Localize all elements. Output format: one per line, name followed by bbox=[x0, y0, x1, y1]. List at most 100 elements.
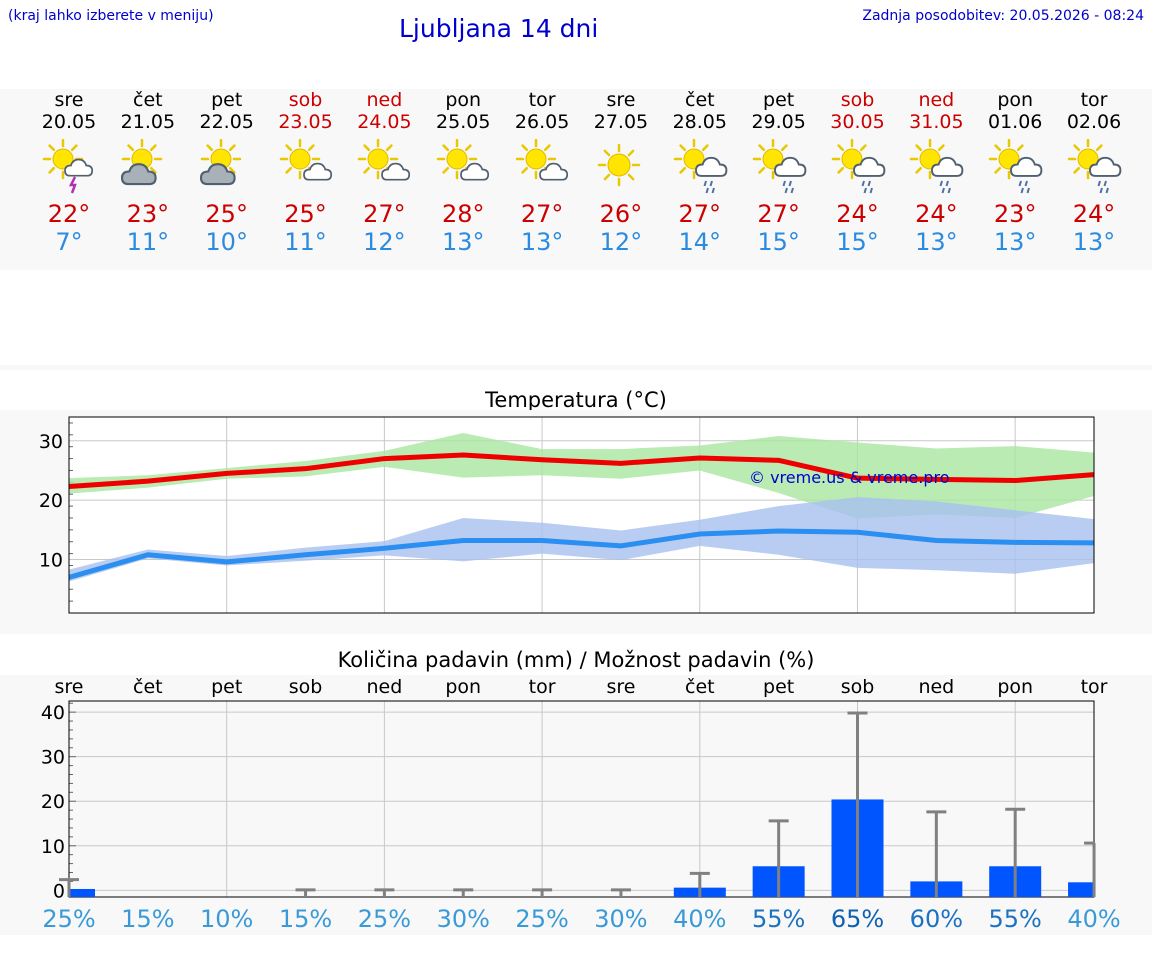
sun-cloud-icon bbox=[199, 139, 241, 186]
y-tick-label: 10 bbox=[39, 550, 63, 572]
min-temp: 15° bbox=[836, 228, 879, 256]
watermark: © vreme.us & vreme.pro bbox=[749, 468, 950, 487]
max-temp: 23° bbox=[993, 200, 1037, 228]
precipitation-bar bbox=[1068, 882, 1094, 897]
probability-label: 25% bbox=[358, 905, 411, 933]
day-date: 01.06 bbox=[987, 111, 1043, 133]
x-tick-label: sob bbox=[289, 676, 323, 698]
probability-label: 40% bbox=[1067, 905, 1120, 933]
x-tick-label: sre bbox=[55, 676, 84, 698]
day-date: 27.05 bbox=[593, 111, 649, 133]
max-temp: 25° bbox=[205, 200, 248, 228]
series-line bbox=[68, 452, 1095, 489]
temperature-chart: 10 20 30 © vreme.us & vreme.pro bbox=[39, 416, 1095, 614]
forecast-day: sob 30.05 24° 15° bbox=[818, 89, 898, 256]
separator-band bbox=[0, 365, 1152, 370]
probability-label: 55% bbox=[752, 905, 805, 933]
day-name: tor bbox=[528, 89, 556, 111]
day-name: sre bbox=[606, 89, 636, 111]
sun-cloud-icon bbox=[120, 139, 163, 186]
max-temp: 25° bbox=[284, 200, 327, 228]
forecast-day: sob 23.05 25° 11° bbox=[266, 89, 346, 256]
day-date: 02.06 bbox=[1066, 111, 1122, 133]
forecast-day: čet 28.05 27° 14° bbox=[660, 89, 740, 256]
forecast-day: pon 25.05 28° 13° bbox=[423, 89, 503, 256]
forecast-day: tor 26.05 27° 13° bbox=[502, 89, 582, 256]
forecast-day: pet 29.05 27° 15° bbox=[739, 89, 819, 256]
series-line bbox=[68, 528, 1095, 580]
min-temp: 11° bbox=[284, 228, 327, 256]
sun-cloud-rain-icon bbox=[752, 139, 806, 194]
max-temp: 23° bbox=[126, 200, 170, 228]
day-date: 21.05 bbox=[120, 111, 176, 133]
probability-label: 25% bbox=[515, 905, 568, 933]
max-temp: 27° bbox=[678, 200, 722, 228]
sun-cloud-rain-icon bbox=[910, 139, 964, 194]
x-tick-label: sob bbox=[841, 676, 875, 698]
x-tick-label: pet bbox=[211, 676, 242, 698]
day-name: pet bbox=[763, 89, 795, 111]
day-date: 22.05 bbox=[199, 111, 254, 133]
max-temp: 27° bbox=[363, 200, 406, 228]
max-temp: 27° bbox=[520, 200, 564, 228]
y-tick-label: 30 bbox=[41, 747, 65, 769]
min-temp: 15° bbox=[757, 228, 800, 256]
y-tick-label: 20 bbox=[41, 791, 65, 813]
plot-frame bbox=[68, 700, 1095, 898]
forecast-day: sre 27.05 26° 12° bbox=[581, 89, 661, 256]
series-range-band bbox=[69, 433, 1094, 519]
precipitation-chart-title: Količina padavin (mm) / Možnost padavin … bbox=[337, 648, 815, 672]
forecast-day: ned 24.05 27° 12° bbox=[344, 89, 424, 256]
temperature-chart-title: Temperatura (°C) bbox=[485, 388, 667, 412]
min-temp: 10° bbox=[205, 228, 248, 256]
max-temp: 27° bbox=[757, 200, 800, 228]
max-temp: 24° bbox=[836, 200, 879, 228]
min-temp: 14° bbox=[678, 228, 722, 256]
min-temp: 11° bbox=[126, 228, 170, 256]
probability-label: 65% bbox=[831, 905, 884, 933]
last-updated: Zadnja posodobitev: 20.05.2026 - 08:24 bbox=[862, 8, 1144, 24]
x-tick-label: tor bbox=[1081, 676, 1108, 698]
day-name: pon bbox=[997, 89, 1034, 111]
day-date: 25.05 bbox=[436, 111, 491, 133]
probability-label: 15% bbox=[279, 905, 332, 933]
precipitation-bar bbox=[70, 888, 95, 897]
max-temp: 22° bbox=[47, 200, 91, 228]
y-tick-label: 0 bbox=[53, 880, 65, 902]
sun-small-cloud-icon bbox=[279, 139, 332, 181]
forecast-day: sre 20.05 22° 7° bbox=[29, 89, 109, 256]
x-tick-label: sre bbox=[606, 676, 635, 698]
day-name: sob bbox=[840, 89, 875, 111]
day-date: 31.05 bbox=[909, 111, 964, 133]
forecast-band bbox=[0, 89, 1152, 270]
min-temp: 13° bbox=[915, 228, 958, 256]
day-name: čet bbox=[133, 89, 163, 111]
day-name: tor bbox=[1080, 89, 1108, 111]
sun-cloud-rain-icon bbox=[673, 139, 728, 194]
series-range-band bbox=[69, 497, 1094, 582]
sun-cloud-rain-icon bbox=[831, 139, 885, 194]
x-tick-label: pon bbox=[445, 676, 481, 698]
min-temp: 13° bbox=[520, 228, 564, 256]
day-name: pon bbox=[445, 89, 482, 111]
probability-label: 10% bbox=[200, 905, 253, 933]
probability-label: 60% bbox=[910, 905, 963, 933]
x-tick-label: čet bbox=[685, 676, 715, 698]
x-tick-label: pon bbox=[997, 676, 1033, 698]
day-name: ned bbox=[366, 89, 403, 111]
forecast-day: čet 21.05 23° 11° bbox=[108, 89, 188, 256]
max-temp: 24° bbox=[915, 200, 958, 228]
x-tick-label: čet bbox=[133, 676, 163, 698]
sun-icon bbox=[597, 143, 641, 187]
sun-small-cloud-icon bbox=[515, 139, 569, 181]
probability-label: 40% bbox=[673, 905, 726, 933]
min-temp: 7° bbox=[55, 228, 83, 256]
day-name: pet bbox=[211, 89, 243, 111]
day-date: 23.05 bbox=[278, 111, 333, 133]
probability-label: 25% bbox=[42, 905, 95, 933]
x-tick-label: ned bbox=[367, 676, 403, 698]
min-temp: 13° bbox=[993, 228, 1037, 256]
max-temp: 28° bbox=[441, 200, 485, 228]
sun-cloud-thunder-icon bbox=[42, 139, 94, 194]
sun-small-cloud-icon bbox=[358, 139, 411, 181]
